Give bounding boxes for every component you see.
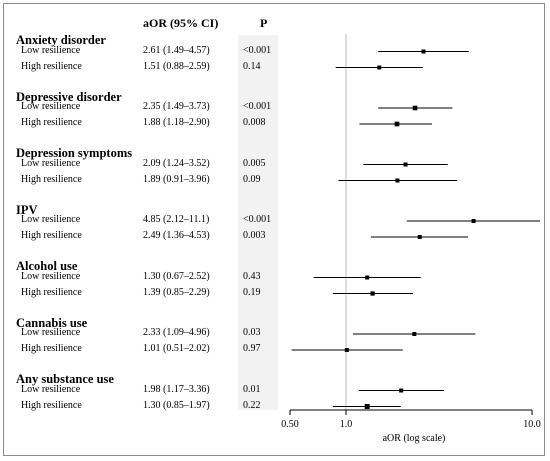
figure-frame [3, 3, 545, 456]
or-value: 1.01 (0.51–2.02) [143, 343, 210, 354]
or-value: 1.39 (0.85–2.29) [143, 286, 210, 298]
or-value: 4.85 (2.12–11.1) [143, 214, 210, 225]
or-value: 1.51 (0.88–2.59) [143, 60, 210, 72]
point-estimate [377, 65, 382, 70]
p-value: 0.09 [243, 173, 261, 185]
p-value: 0.01 [243, 383, 261, 395]
point-estimate [417, 235, 422, 239]
p-value: <0.001 [243, 44, 272, 56]
point-estimate [399, 388, 404, 393]
p-value: 0.19 [243, 286, 261, 298]
row-label: High resilience [21, 60, 82, 72]
p-value: 0.005 [243, 157, 266, 169]
p-column-shading [238, 35, 278, 410]
p-value: 0.14 [243, 60, 261, 72]
group-title: Depression symptoms [16, 146, 133, 160]
point-estimate [365, 275, 370, 280]
or-value: 2.33 (1.09–4.96) [143, 327, 210, 338]
point-estimate [471, 219, 476, 223]
p-value: 0.008 [243, 117, 266, 128]
row-label: High resilience [21, 230, 82, 241]
row-label: High resilience [21, 399, 82, 411]
or-value: 2.49 (1.36–4.53) [143, 230, 210, 241]
or-value: 1.98 (1.17–3.36) [143, 383, 210, 395]
point-estimate [403, 162, 408, 167]
row-label: High resilience [21, 117, 82, 128]
row-label: Low resilience [21, 157, 81, 169]
group-title: Alcohol use [16, 259, 78, 273]
p-value: 0.22 [243, 399, 261, 411]
group-title: IPV [16, 202, 38, 217]
group-title: Any substance use [16, 372, 114, 386]
or-value: 1.30 (0.67–2.52) [143, 270, 210, 282]
p-value: 0.03 [243, 327, 261, 338]
or-column-header: aOR (95% CI) [143, 16, 219, 30]
row-label: Low resilience [21, 44, 81, 56]
or-value: 1.89 (0.91–3.96) [143, 173, 210, 185]
p-value: 0.43 [243, 270, 261, 282]
point-estimate [344, 348, 349, 352]
row-label: Low resilience [21, 327, 81, 338]
group-title: Anxiety disorder [16, 33, 106, 47]
point-estimate [395, 178, 400, 183]
row-label: High resilience [21, 173, 82, 185]
row-label: Low resilience [21, 214, 81, 225]
or-value: 2.61 (1.49–4.57) [143, 44, 210, 56]
row-label: Low resilience [21, 383, 81, 395]
or-value: 2.09 (1.24–3.52) [143, 157, 210, 169]
point-estimate [412, 332, 417, 336]
row-label: Low resilience [21, 270, 81, 282]
row-label: Low resilience [21, 101, 81, 112]
p-value: 0.003 [243, 230, 266, 241]
x-tick-label: 1.0 [340, 419, 353, 430]
row-label: High resilience [21, 286, 82, 298]
point-estimate [364, 404, 370, 409]
group-title: Cannabis use [16, 315, 88, 330]
point-estimate [370, 291, 375, 296]
p-value: <0.001 [243, 101, 272, 112]
x-axis-label: aOR (log scale) [383, 433, 446, 444]
or-value: 1.88 (1.18–2.90) [143, 117, 210, 128]
point-estimate [421, 49, 426, 54]
p-value: <0.001 [243, 214, 272, 225]
x-tick-label: 0.50 [281, 419, 299, 430]
or-value: 2.35 (1.49–3.73) [143, 101, 210, 112]
point-estimate [394, 121, 400, 127]
point-estimate [412, 105, 418, 111]
or-value: 1.30 (0.85–1.97) [143, 399, 210, 411]
p-column-header: P [260, 16, 268, 30]
x-tick-label: 10.0 [523, 419, 541, 430]
p-value: 0.97 [243, 343, 261, 354]
row-label: High resilience [21, 343, 82, 354]
group-title: Depressive disorder [16, 89, 122, 104]
